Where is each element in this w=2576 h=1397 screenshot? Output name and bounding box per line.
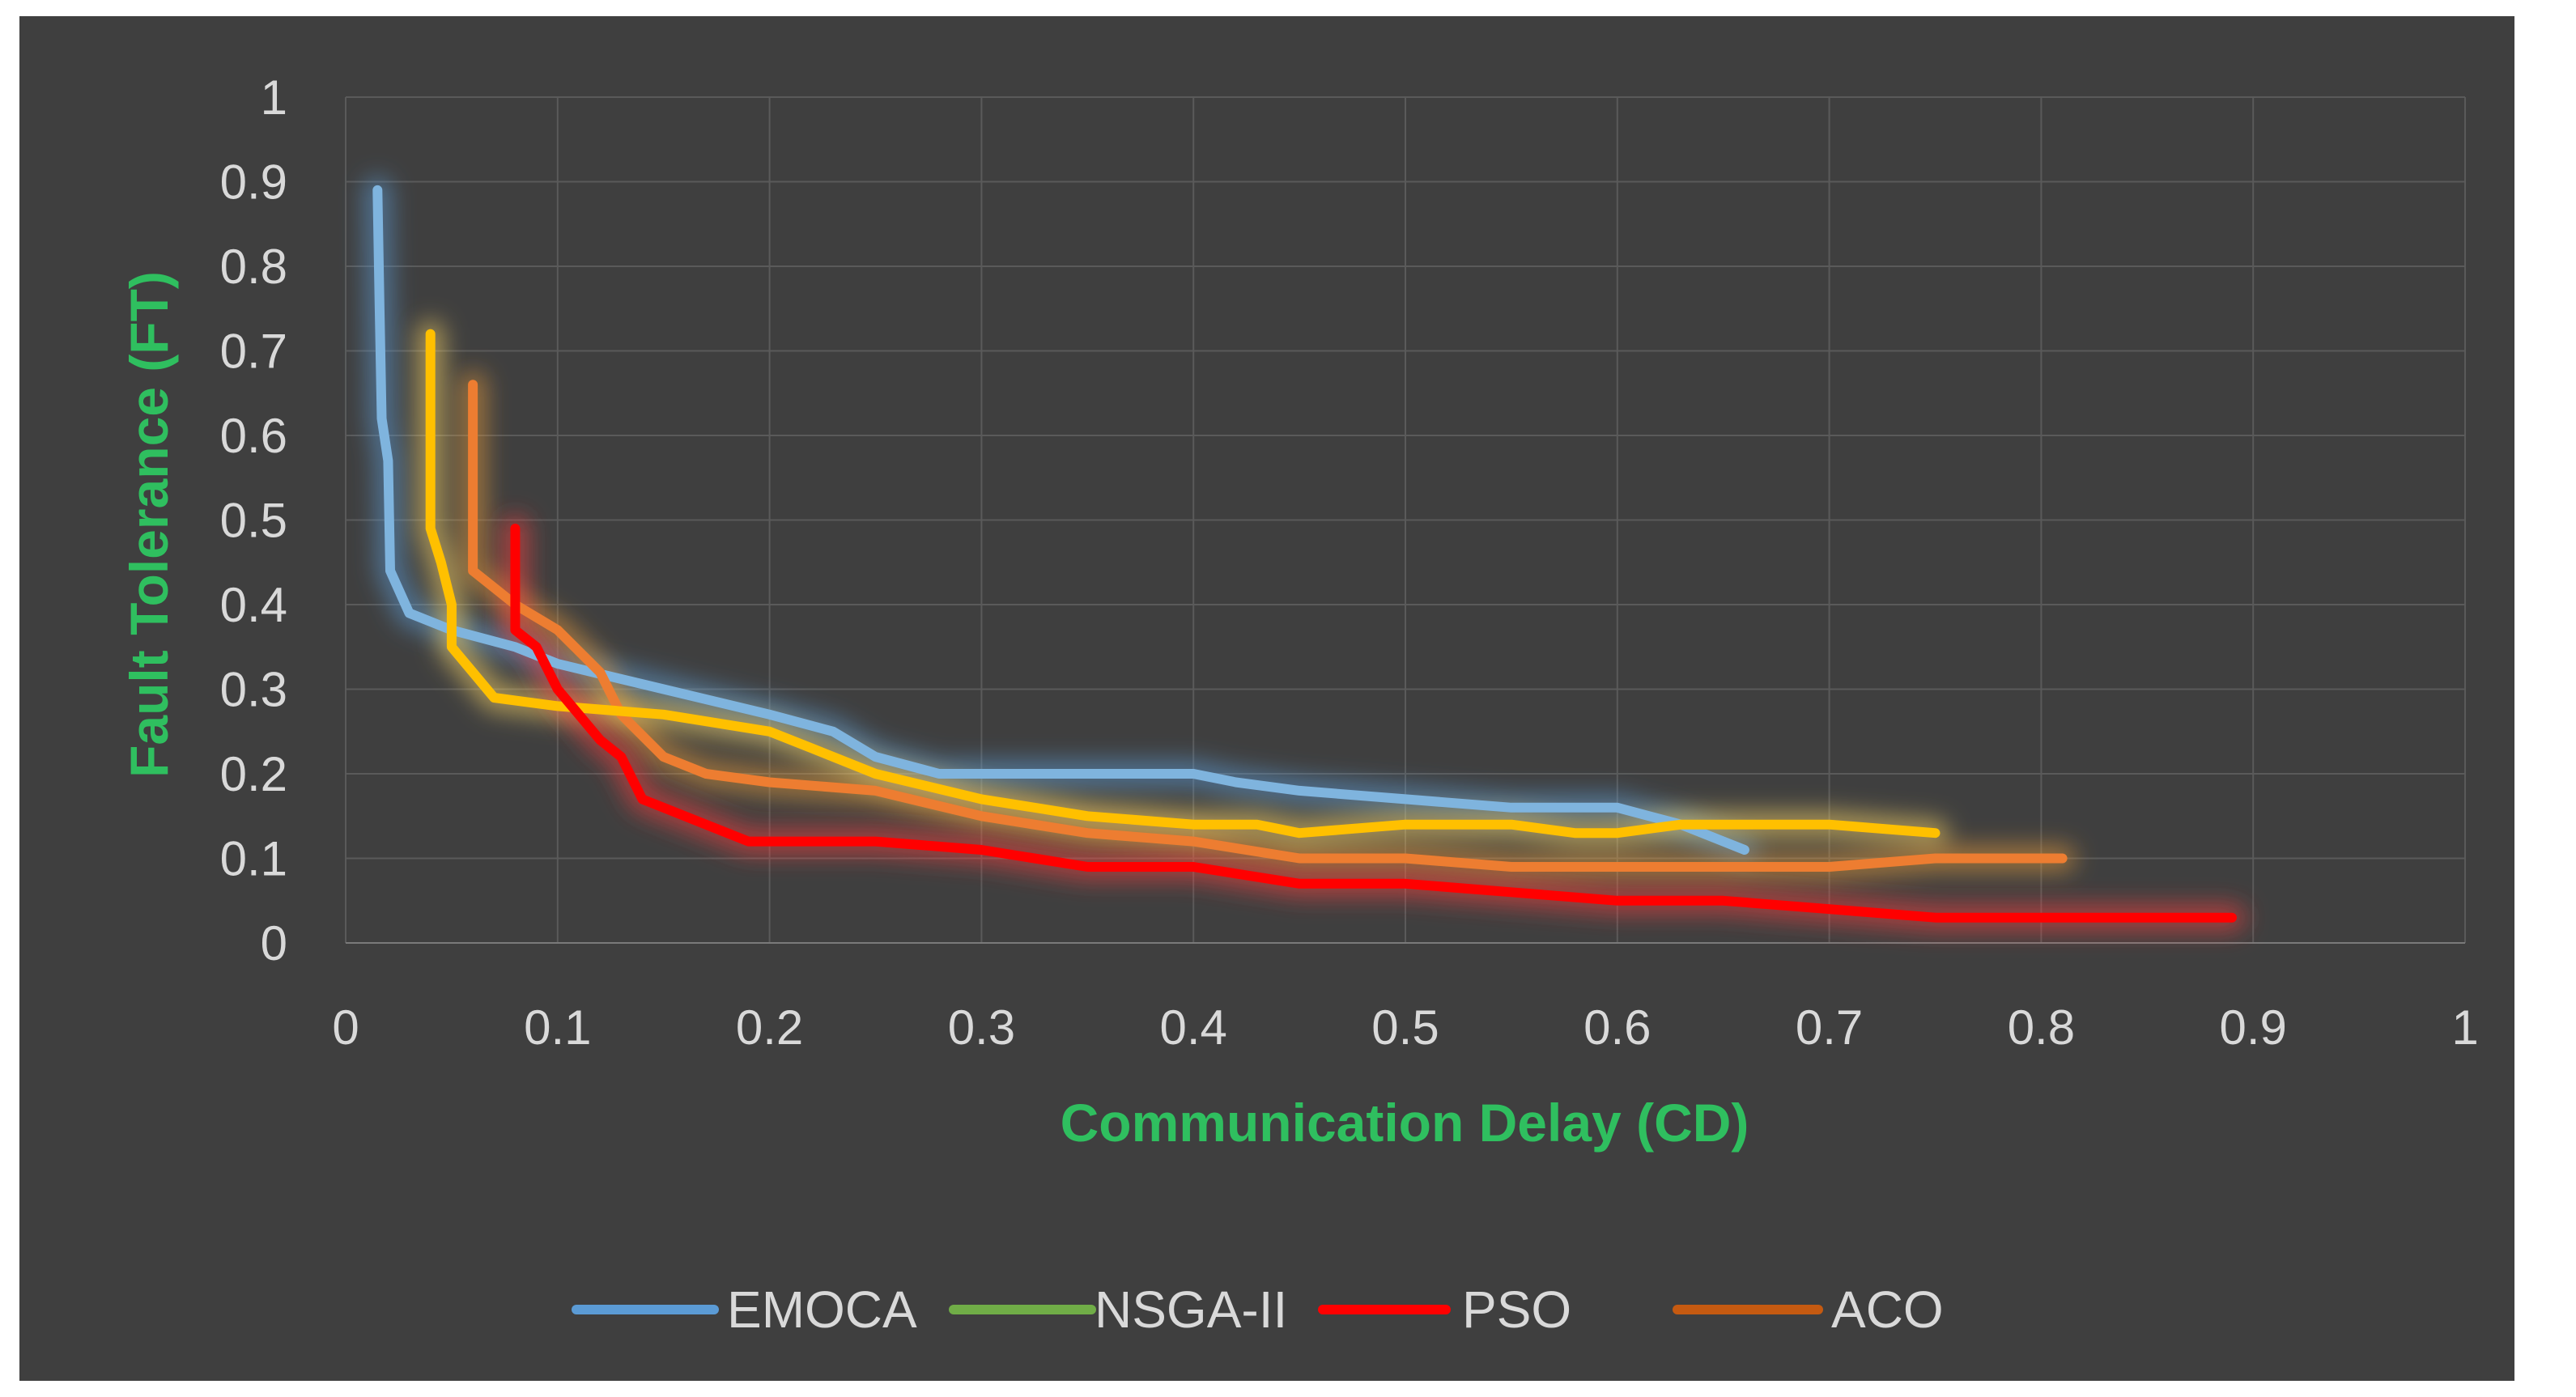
x-axis-title: Communication Delay (CD) xyxy=(1061,1093,1749,1153)
x-tick-label: 0.1 xyxy=(524,1000,591,1055)
grid-lines xyxy=(345,96,2466,944)
chart-background xyxy=(19,16,2514,1381)
y-tick-label: 0.5 xyxy=(220,494,287,548)
x-tick-label: 0.6 xyxy=(1583,1000,1651,1055)
y-tick-label: 0.2 xyxy=(220,747,287,801)
y-tick-label: 0.6 xyxy=(220,409,287,463)
y-axis-title: Fault Tolerance (FT) xyxy=(119,271,179,778)
series-line-nsga-ii xyxy=(425,329,1941,839)
series-line-aco xyxy=(468,380,2068,872)
legend-label-emoca: EMOCA xyxy=(727,1280,917,1339)
legend: EMOCA NSGA-II PSO ACO xyxy=(572,1280,1944,1339)
y-tick-label: 0.7 xyxy=(220,325,287,379)
x-tick-label: 0.5 xyxy=(1371,1000,1439,1055)
x-tick-label: 0.9 xyxy=(2219,1000,2286,1055)
y-tick-label: 0.4 xyxy=(220,578,287,632)
legend-label-aco: ACO xyxy=(1831,1280,1944,1339)
series-line-pso xyxy=(510,524,2237,923)
x-tick-labels: 0 0.1 0.2 0.3 0.4 0.5 0.6 0.7 0.8 0.9 1 xyxy=(332,1000,2478,1055)
y-tick-label: 0.9 xyxy=(220,155,287,210)
legend-label-nsga-ii: NSGA-II xyxy=(1095,1280,1287,1339)
y-tick-label: 0.3 xyxy=(220,663,287,717)
y-tick-labels: 0 0.1 0.2 0.3 0.4 0.5 0.6 0.7 0.8 0.9 1 xyxy=(220,70,287,970)
y-tick-label: 1 xyxy=(261,70,287,125)
legend-label-pso: PSO xyxy=(1462,1280,1571,1339)
series-lines xyxy=(372,185,2237,923)
x-tick-label: 0.4 xyxy=(1159,1000,1226,1055)
x-tick-label: 1 xyxy=(2451,1000,2478,1055)
y-tick-label: 0.1 xyxy=(220,832,287,886)
x-tick-label: 0.2 xyxy=(736,1000,803,1055)
y-tick-label: 0.8 xyxy=(220,240,287,294)
x-tick-label: 0.8 xyxy=(2008,1000,2075,1055)
x-tick-label: 0.3 xyxy=(948,1000,1015,1055)
y-tick-label: 0 xyxy=(261,916,287,970)
series-line-emoca xyxy=(372,185,1749,855)
x-tick-label: 0.7 xyxy=(1796,1000,1863,1055)
x-tick-label: 0 xyxy=(332,1000,359,1055)
